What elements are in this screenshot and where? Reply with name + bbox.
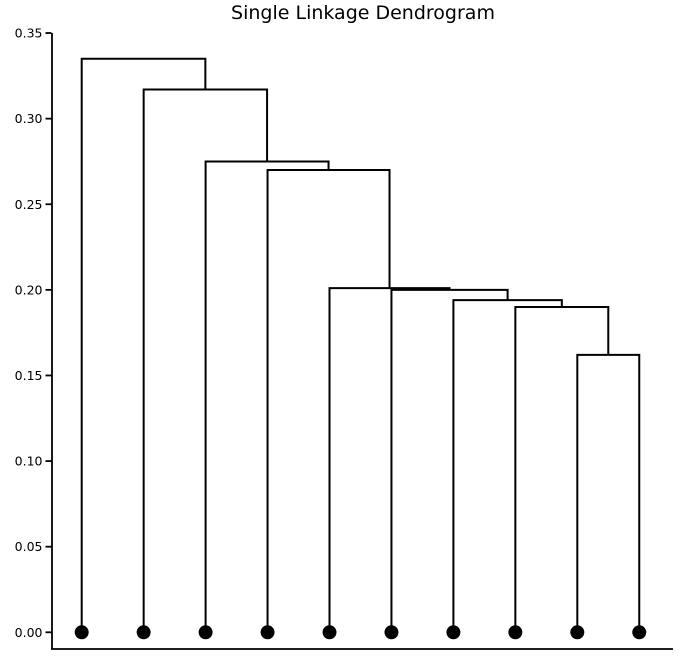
- leaf-marker: [446, 625, 461, 640]
- y-axis-tick-label: 0.10: [15, 454, 43, 469]
- leaf-marker: [74, 625, 89, 640]
- leaf-marker: [384, 625, 399, 640]
- leaf-marker: [632, 625, 647, 640]
- y-axis-tick-label: 0.30: [15, 111, 43, 126]
- y-axis-tick-label: 0.05: [15, 539, 43, 554]
- y-axis-tick-label: 0.15: [15, 368, 43, 383]
- leaf-marker: [136, 625, 151, 640]
- y-axis-tick-label: 0.20: [15, 282, 43, 297]
- dendrogram-link: [80, 57, 207, 633]
- leaf-marker: [260, 625, 275, 640]
- leaf-marker: [508, 625, 523, 640]
- dendrogram-link: [328, 287, 451, 633]
- chart-title: Single Linkage Dendrogram: [231, 2, 495, 24]
- dendrogram-link: [576, 353, 641, 633]
- y-axis-tick-label: 0.25: [15, 197, 43, 212]
- leaf-marker: [322, 625, 337, 640]
- dendrogram-link: [390, 288, 509, 633]
- dendrogram-link: [452, 299, 563, 633]
- y-axis-tick-label: 0.35: [15, 26, 43, 41]
- leaf-marker: [198, 625, 213, 640]
- y-axis-tick-label: 0.00: [15, 625, 43, 640]
- leaf-marker: [570, 625, 585, 640]
